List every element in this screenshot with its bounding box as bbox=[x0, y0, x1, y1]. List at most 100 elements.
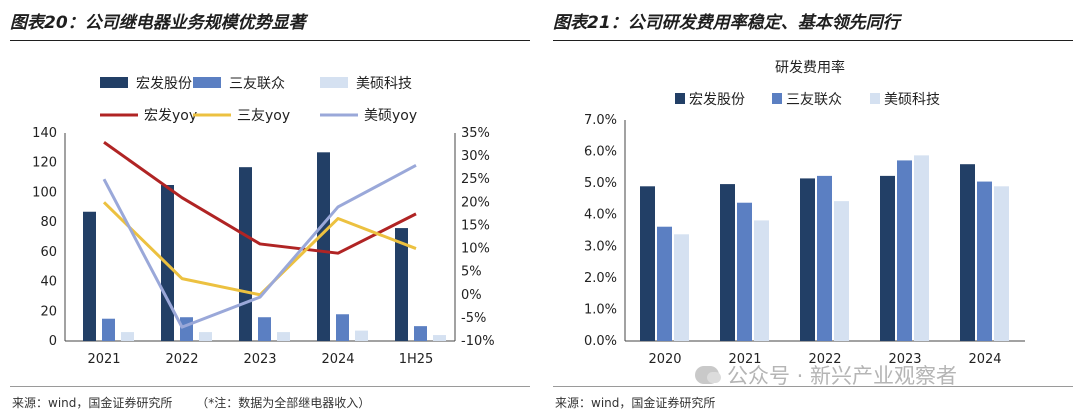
legend-swatch-2 bbox=[320, 77, 348, 88]
y2-tick-label: 30% bbox=[461, 149, 490, 164]
right-source-rule bbox=[553, 386, 1073, 387]
legend-swatch-0 bbox=[675, 93, 685, 104]
x-tick-label: 2024 bbox=[321, 352, 354, 367]
bar-2-1H25 bbox=[433, 335, 446, 341]
legend-line-label-2: 美硕yoy bbox=[364, 108, 417, 124]
y-tick-label: 5.0% bbox=[584, 176, 617, 191]
bar-0-2023 bbox=[880, 175, 895, 341]
right-source-text: 来源：wind，国金证券研究所 bbox=[555, 396, 716, 410]
right-panel-title: 图表21：公司研发费用率稳定、基本领先同行 bbox=[553, 13, 900, 33]
legend-line-label-0: 宏发yoy bbox=[144, 108, 197, 124]
y2-tick-label: -5% bbox=[461, 311, 486, 326]
line-series-0 bbox=[103, 141, 417, 255]
watermark-text: 公众号 · 新兴产业观察者 bbox=[727, 364, 958, 388]
x-tick-label: 2023 bbox=[888, 352, 921, 367]
y-tick-label: 40 bbox=[40, 275, 57, 290]
bar-2-2021 bbox=[754, 220, 769, 341]
bar-1-1H25 bbox=[414, 326, 427, 341]
x-tick-label: 2021 bbox=[87, 352, 120, 367]
bar-0-1H25 bbox=[395, 228, 408, 341]
left-source-text: 来源：wind，国金证券研究所 bbox=[12, 396, 173, 410]
x-tick-label: 1H25 bbox=[399, 352, 434, 367]
bar-2-2022 bbox=[199, 332, 212, 341]
legend-swatch-2 bbox=[870, 93, 880, 104]
y2-tick-label: 20% bbox=[461, 195, 490, 210]
y-tick-label: 2.0% bbox=[584, 271, 617, 286]
legend-line-label-1: 三友yoy bbox=[237, 108, 290, 124]
bar-1-2021 bbox=[102, 318, 115, 341]
y-tick-label: 7.0% bbox=[584, 113, 617, 128]
left-source-rule bbox=[10, 386, 530, 387]
bar-0-2024 bbox=[960, 164, 975, 341]
y-tick-label: 100 bbox=[32, 185, 57, 200]
y-tick-label: 140 bbox=[32, 126, 57, 141]
bar-0-2022 bbox=[800, 178, 815, 341]
bar-0-2021 bbox=[83, 211, 96, 341]
bar-1-2023 bbox=[258, 317, 271, 341]
x-tick-label: 2020 bbox=[648, 352, 681, 367]
y-tick-label: 4.0% bbox=[584, 208, 617, 223]
bar-0-2024 bbox=[317, 152, 330, 341]
y-tick-label: 80 bbox=[40, 215, 57, 230]
bar-2-2020 bbox=[674, 234, 689, 341]
legend-label-0: 宏发股份 bbox=[136, 76, 192, 92]
left-panel-title: 图表20：公司继电器业务规模优势显著 bbox=[10, 13, 306, 33]
legend-label-0: 宏发股份 bbox=[689, 92, 745, 108]
x-tick-label: 2021 bbox=[728, 352, 761, 367]
x-tick-label: 2022 bbox=[808, 352, 841, 367]
legend-swatch-1 bbox=[193, 77, 221, 88]
y2-tick-label: 35% bbox=[461, 126, 490, 141]
bar-2-2024 bbox=[994, 186, 1009, 341]
x-tick-label: 2022 bbox=[165, 352, 198, 367]
right-title-rule bbox=[553, 40, 1073, 41]
y-tick-label: 3.0% bbox=[584, 239, 617, 254]
y-tick-label: 6.0% bbox=[584, 145, 617, 160]
y2-tick-label: 0% bbox=[461, 288, 482, 303]
left-source: 来源：wind，国金证券研究所 （*注：数据为全部继电器收入） bbox=[12, 394, 370, 411]
watermark: 公众号 · 新兴产业观察者 bbox=[695, 360, 957, 390]
bar-1-2024 bbox=[336, 314, 349, 341]
wechat-icon bbox=[695, 366, 721, 384]
bar-1-2021 bbox=[737, 202, 752, 341]
legend-label-2: 美硕科技 bbox=[884, 92, 940, 108]
legend-swatch-0 bbox=[100, 77, 128, 88]
bar-2-2023 bbox=[277, 332, 290, 341]
y-tick-label: 120 bbox=[32, 156, 57, 171]
bar-0-2021 bbox=[720, 184, 735, 341]
y2-tick-label: 15% bbox=[461, 218, 490, 233]
y2-tick-label: -10% bbox=[461, 334, 495, 349]
line-series-1 bbox=[102, 201, 417, 297]
y-tick-label: 0 bbox=[49, 334, 57, 349]
legend-label-2: 美硕科技 bbox=[356, 76, 412, 92]
legend-swatch-1 bbox=[772, 93, 782, 104]
bar-1-2020 bbox=[657, 226, 672, 341]
y-tick-label: 60 bbox=[40, 245, 57, 260]
bar-2-2023 bbox=[914, 155, 929, 341]
right-source: 来源：wind，国金证券研究所 bbox=[555, 394, 715, 411]
bar-1-2022 bbox=[180, 317, 193, 341]
left-title-rule bbox=[10, 40, 530, 41]
y-tick-label: 1.0% bbox=[584, 302, 617, 317]
chart-title: 研发费用率 bbox=[775, 59, 845, 76]
bar-2-2022 bbox=[834, 201, 849, 341]
bar-2-2021 bbox=[121, 332, 134, 341]
bar-0-2020 bbox=[640, 186, 655, 341]
y-tick-label: 20 bbox=[40, 304, 57, 319]
y2-tick-label: 5% bbox=[461, 265, 482, 280]
left-source-note: （*注：数据为全部继电器收入） bbox=[196, 396, 371, 410]
y2-tick-label: 10% bbox=[461, 242, 490, 257]
y2-tick-label: 25% bbox=[461, 172, 490, 187]
legend-label-1: 三友联众 bbox=[229, 76, 285, 92]
bar-1-2024 bbox=[977, 181, 992, 341]
bar-2-2024 bbox=[355, 330, 368, 341]
bar-1-2023 bbox=[897, 160, 912, 341]
x-tick-label: 2023 bbox=[243, 352, 276, 367]
legend-label-1: 三友联众 bbox=[786, 92, 842, 108]
y-tick-label: 0.0% bbox=[584, 334, 617, 349]
bar-0-2023 bbox=[239, 167, 252, 341]
bar-1-2022 bbox=[817, 175, 832, 341]
x-tick-label: 2024 bbox=[968, 352, 1001, 367]
line-series-2 bbox=[102, 164, 417, 329]
